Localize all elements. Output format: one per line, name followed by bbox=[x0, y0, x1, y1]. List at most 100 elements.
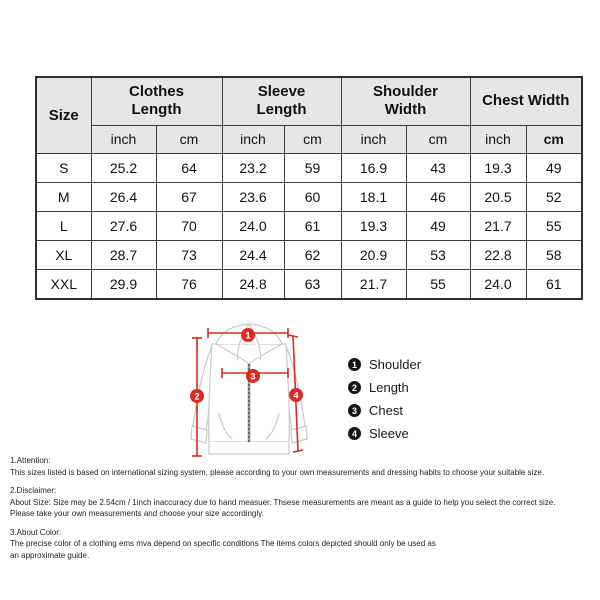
about-color-body-line2: an approximate guide. bbox=[10, 550, 90, 560]
chest-marker: 3 bbox=[246, 369, 260, 383]
size-label: M bbox=[35, 181, 92, 212]
disclaimer-body-line1: About Size: Size may be 2.54cm / 1inch i… bbox=[10, 497, 556, 507]
cell: 27.6 bbox=[90, 210, 157, 241]
cell: 28.7 bbox=[90, 239, 157, 270]
cell: 22.8 bbox=[469, 239, 527, 270]
cell: 67 bbox=[155, 181, 223, 212]
table-row-l: L 27.6 70 24.0 61 19.3 49 21.7 55 bbox=[35, 210, 583, 241]
jacket-diagram-svg: 1 2 3 4 bbox=[190, 323, 308, 457]
unit-sleeve-cm: cm bbox=[283, 124, 342, 154]
cell: 21.7 bbox=[340, 268, 407, 299]
cell: 43 bbox=[405, 152, 471, 183]
unit-shoulder-cm: cm bbox=[405, 124, 471, 154]
col-header-shoulder-width: Shoulder Width bbox=[340, 76, 471, 126]
cell: 55 bbox=[405, 268, 471, 299]
svg-text:2: 2 bbox=[194, 392, 199, 402]
unit-chest-inch: inch bbox=[469, 124, 527, 154]
legend-number-badge: 1 bbox=[348, 358, 361, 371]
col-header-chest-width: Chest Width bbox=[469, 76, 583, 126]
cell: 76 bbox=[155, 268, 223, 299]
legend-number-badge: 3 bbox=[348, 404, 361, 417]
cell: 49 bbox=[405, 210, 471, 241]
svg-text:1: 1 bbox=[245, 331, 250, 341]
size-label: XL bbox=[35, 239, 92, 270]
cell: 59 bbox=[283, 152, 342, 183]
legend-number-badge: 2 bbox=[348, 381, 361, 394]
size-label: XXL bbox=[35, 268, 92, 299]
about-color-body-line1: The precise color of a clothing ems mva … bbox=[10, 539, 436, 548]
cell: 64 bbox=[155, 152, 223, 183]
table-row-xl: XL 28.7 73 24.4 62 20.9 53 22.8 58 bbox=[35, 239, 583, 270]
cell: 62 bbox=[283, 239, 342, 270]
cell: 20.9 bbox=[340, 239, 407, 270]
cell: 24.0 bbox=[469, 268, 527, 299]
attention-body: This sizes listed is based on internatio… bbox=[10, 467, 545, 477]
unit-shoulder-inch: inch bbox=[340, 124, 407, 154]
disclaimer-body-line2: Please take your own measurements and ch… bbox=[10, 509, 264, 518]
cell: 24.8 bbox=[221, 268, 285, 299]
cell: 61 bbox=[525, 268, 583, 299]
legend-label: Chest bbox=[369, 403, 403, 418]
col-header-size: Size bbox=[35, 76, 92, 154]
disclaimer-note: 2.Disclaimer: About Size: Size may be 2.… bbox=[10, 485, 595, 520]
measurement-legend: 1 Shoulder 2 Length 3 Chest 4 Sleeve bbox=[348, 357, 421, 441]
cell: 24.4 bbox=[221, 239, 285, 270]
table-row-m: M 26.4 67 23.6 60 18.1 46 20.5 52 bbox=[35, 181, 583, 212]
attention-title: 1.Attention: bbox=[10, 456, 51, 465]
legend-item-chest: 3 Chest bbox=[348, 403, 421, 418]
unit-chest-cm: cm bbox=[525, 124, 583, 154]
cell: 26.4 bbox=[90, 181, 157, 212]
size-label: L bbox=[35, 210, 92, 241]
col-header-clothes-length: Clothes Length bbox=[90, 76, 223, 126]
cell: 19.3 bbox=[469, 152, 527, 183]
cell: 61 bbox=[283, 210, 342, 241]
table-row-s: S 25.2 64 23.2 59 16.9 43 19.3 49 bbox=[35, 152, 583, 183]
about-color-note: 3.About Color: The precise color of a cl… bbox=[10, 527, 595, 562]
cell: 21.7 bbox=[469, 210, 527, 241]
jacket-measurement-diagram: 1 2 3 4 bbox=[172, 318, 332, 460]
cell: 63 bbox=[283, 268, 342, 299]
cell: 49 bbox=[525, 152, 583, 183]
legend-item-length: 2 Length bbox=[348, 380, 421, 395]
cell: 55 bbox=[525, 210, 583, 241]
header-row-groups: Size Clothes Length Sleeve Length Should… bbox=[35, 76, 583, 154]
shoulder-marker: 1 bbox=[241, 328, 255, 342]
legend-label: Length bbox=[369, 380, 409, 395]
cell: 23.6 bbox=[221, 181, 285, 212]
cell: 25.2 bbox=[90, 152, 157, 183]
cell: 60 bbox=[283, 181, 342, 212]
size-table: Size Clothes Length Sleeve Length Should… bbox=[35, 76, 584, 300]
notes-section: 1.Attention: This sizes listed is based … bbox=[10, 455, 595, 568]
length-marker: 2 bbox=[190, 389, 204, 403]
cell: 18.1 bbox=[340, 181, 407, 212]
table-row-xxl: XXL 29.9 76 24.8 63 21.7 55 24.0 61 bbox=[35, 268, 583, 299]
cell: 24.0 bbox=[221, 210, 285, 241]
svg-text:4: 4 bbox=[293, 391, 298, 401]
col-header-sleeve-length: Sleeve Length bbox=[221, 76, 342, 126]
svg-text:3: 3 bbox=[250, 372, 255, 382]
unit-sleeve-inch: inch bbox=[221, 124, 285, 154]
cell: 46 bbox=[405, 181, 471, 212]
cell: 23.2 bbox=[221, 152, 285, 183]
legend-number-badge: 4 bbox=[348, 427, 361, 440]
unit-clothes-cm: cm bbox=[155, 124, 223, 154]
size-label: S bbox=[35, 152, 92, 183]
cell: 53 bbox=[405, 239, 471, 270]
legend-item-shoulder: 1 Shoulder bbox=[348, 357, 421, 372]
legend-label: Shoulder bbox=[369, 357, 422, 372]
attention-note: 1.Attention: This sizes listed is based … bbox=[10, 455, 595, 478]
cell: 29.9 bbox=[90, 268, 157, 299]
measurement-markers: 1 2 3 4 bbox=[190, 328, 303, 403]
header-row-units: inch cm inch cm inch cm inch cm bbox=[36, 124, 583, 154]
unit-clothes-inch: inch bbox=[90, 124, 157, 154]
cell: 58 bbox=[525, 239, 583, 270]
cell: 19.3 bbox=[340, 210, 407, 241]
sleeve-marker: 4 bbox=[289, 388, 303, 402]
cell: 16.9 bbox=[340, 152, 407, 183]
cell: 70 bbox=[155, 210, 223, 241]
disclaimer-title: 2.Disclaimer: bbox=[10, 486, 57, 495]
cell: 52 bbox=[525, 181, 583, 212]
legend-item-sleeve: 4 Sleeve bbox=[348, 426, 421, 441]
cell: 20.5 bbox=[469, 181, 527, 212]
